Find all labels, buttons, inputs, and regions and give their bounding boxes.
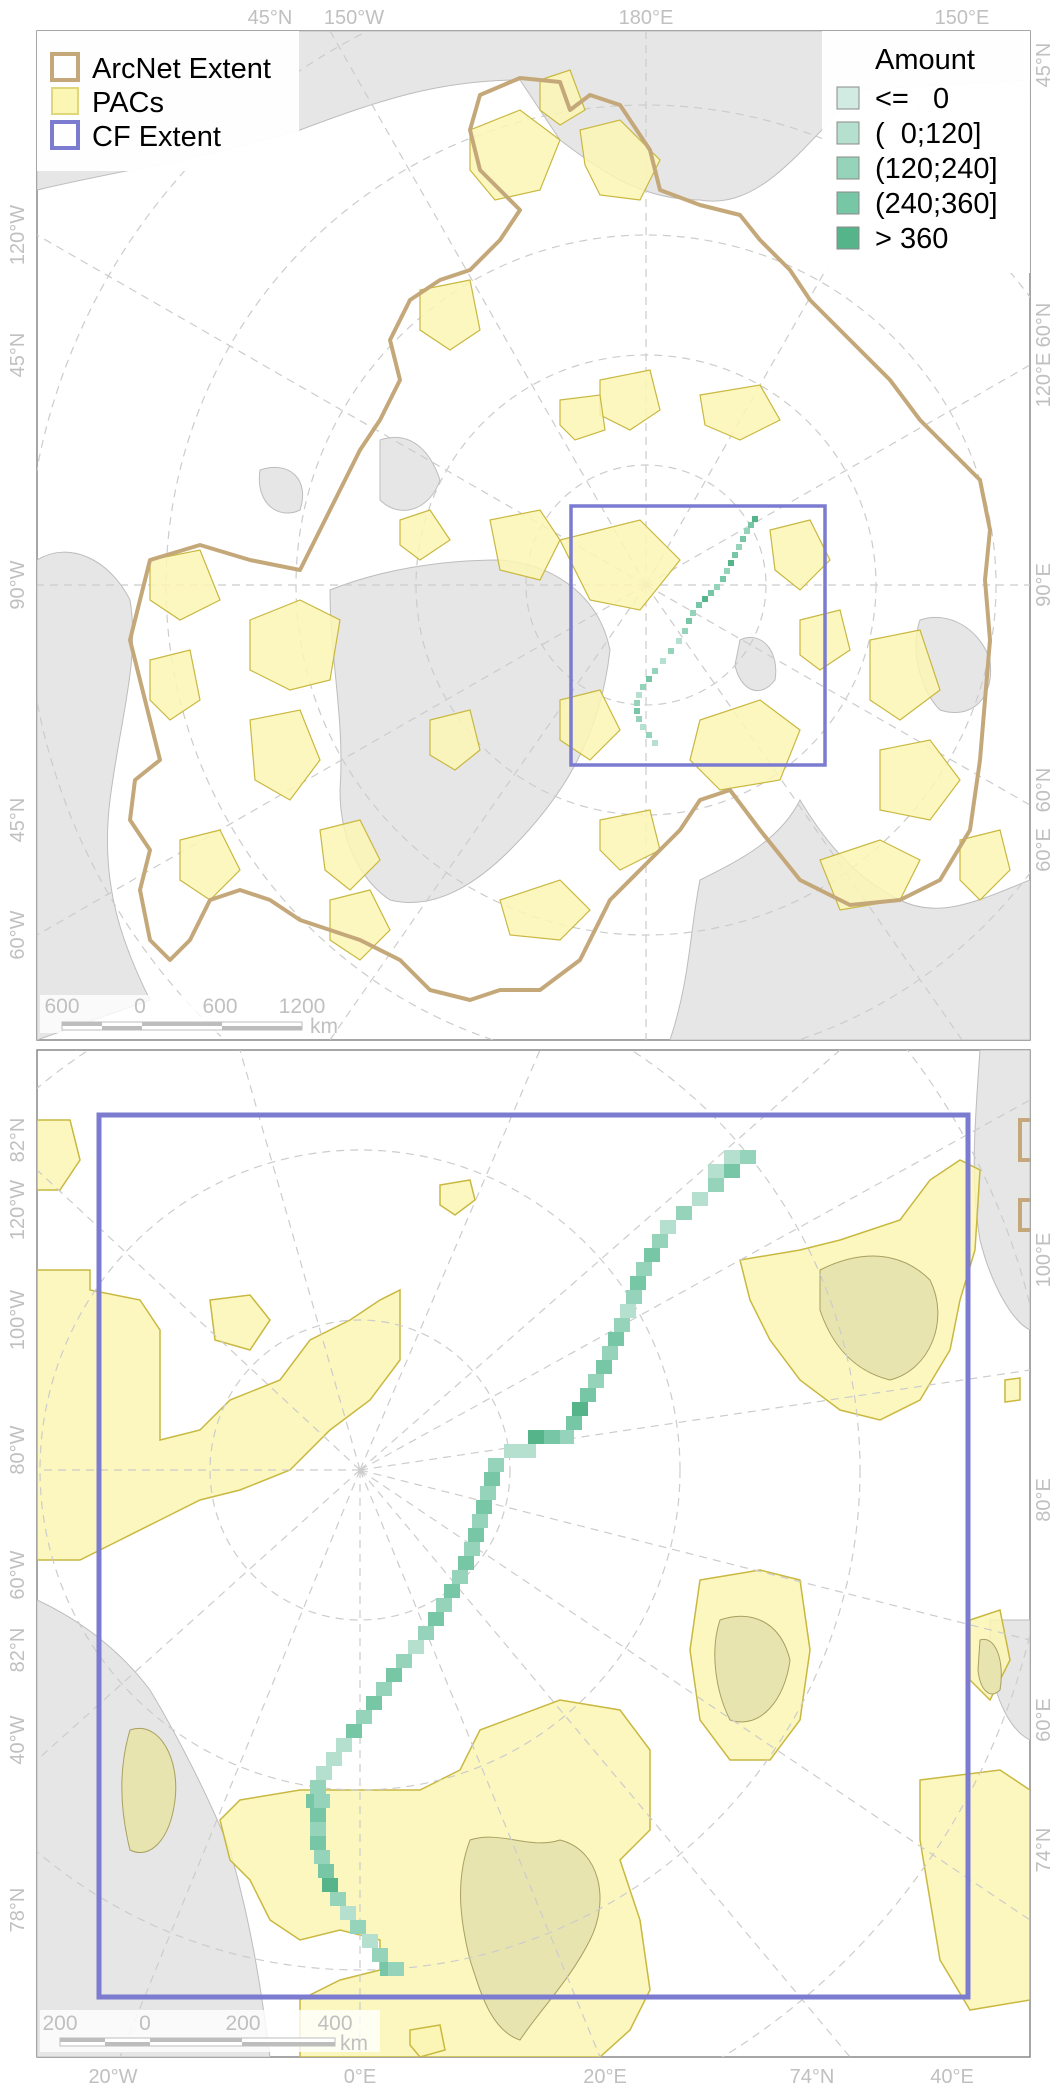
top-legend-bg (37, 31, 299, 171)
bottom-right-label-3: 74°N (1033, 1828, 1055, 1873)
bottom-label-2: 20°E (583, 2066, 627, 2088)
bottom-label-1: 0°E (344, 2066, 376, 2088)
bottom-right-label-2: 60°E (1033, 1698, 1055, 1742)
bottom-left-label-2: 100°W (7, 1290, 29, 1350)
amount-legend-title: Amount (875, 44, 975, 76)
bottom-left-label-0: 82°N (7, 1118, 29, 1163)
arcnet-key (50, 52, 80, 82)
top-cf-extent-box (569, 504, 827, 767)
top-right-label-2: 60°N (1033, 303, 1055, 348)
bottom-map-panel: 82°N 120°W 100°W 80°W 60°W 82°N 40°W 78°… (7, 1049, 1055, 2088)
top-right-label-4: 60°N (1033, 768, 1055, 813)
cf-key (50, 120, 80, 150)
bottom-label-3: 74°N (790, 2066, 835, 2088)
top-left-label-2: 90°W (7, 560, 29, 609)
amount-key-3 (836, 191, 860, 215)
top-pacs (149, 69, 1011, 961)
top-left-label-3: 45°N (7, 798, 29, 843)
bottom-scale-tick-0: 200 (42, 2012, 77, 2035)
amount-key-0 (836, 86, 860, 110)
bottom-scale-bar: 200 0 200 400 km (40, 2010, 380, 2055)
amount-key-1 (836, 121, 860, 145)
bottom-graticule (37, 1050, 1030, 2057)
bottom-cf-extent-box (96, 1112, 971, 2000)
top-label-2: 180°E (619, 7, 674, 29)
top-legend: ArcNet Extent PACs CF Extent (37, 31, 299, 171)
bottom-scale-tick-1: 0 (139, 2012, 151, 2035)
top-transect (634, 516, 758, 746)
amount-legend: Amount <= 0 ( 0;120] (120;240] (240;360]… (822, 31, 1030, 273)
bottom-left-label-1: 120°W (7, 1180, 29, 1240)
top-right-label-0: 45°N (1033, 43, 1055, 88)
top-left-label-1: 45°N (7, 333, 29, 378)
amount-label-4: > 360 (875, 223, 948, 255)
top-right-label-3: 90°E (1033, 563, 1055, 607)
bottom-label-0: 20°W (88, 2066, 137, 2088)
bottom-scale-unit: km (340, 2032, 368, 2055)
amount-label-3: (240;360] (875, 188, 998, 220)
bottom-right-label-1: 80°E (1033, 1478, 1055, 1522)
bottom-left-label-6: 40°W (7, 1715, 29, 1764)
top-right-label-1: 120°E (1033, 353, 1055, 408)
legend-cf-label: CF Extent (92, 121, 221, 153)
bottom-island-details (121, 1255, 1002, 2041)
arcnet-extent-outline (128, 76, 992, 1002)
top-scale-tick-2: 600 (202, 995, 237, 1018)
pacs-key (51, 87, 79, 115)
legend-arcnet-label: ArcNet Extent (92, 53, 271, 85)
legend-pacs-label: PACs (92, 87, 164, 119)
top-label-0: 45°N (248, 7, 293, 29)
bottom-left-label-3: 80°W (7, 1425, 29, 1474)
bottom-scale-tick-2: 200 (225, 2012, 260, 2035)
top-scale-tick-0: 600 (44, 995, 79, 1018)
top-label-1: 150°W (324, 7, 384, 29)
amount-key-4 (836, 226, 860, 250)
bottom-arcnet-fragment (1018, 1118, 1030, 1232)
bottom-left-label-7: 78°N (7, 1888, 29, 1933)
top-scale-tick-1: 0 (134, 995, 146, 1018)
amount-label-1: ( 0;120] (875, 118, 981, 150)
amount-label-0: <= 0 (875, 83, 949, 115)
bottom-scale-tick-3: 400 (317, 2012, 352, 2035)
amount-key-2 (836, 156, 860, 180)
bottom-label-4: 40°E (930, 2066, 974, 2088)
amount-label-2: (120;240] (875, 153, 998, 185)
top-left-label-0: 120°W (7, 205, 29, 265)
top-label-3: 150°E (935, 7, 990, 29)
top-right-label-5: 60°E (1033, 828, 1055, 872)
bottom-transect (306, 1150, 756, 1976)
top-left-label-4: 60°W (7, 910, 29, 959)
top-map-panel: 45°N 150°W 180°E 150°E 120°W 45°N 90°W 4… (7, 7, 1055, 1041)
bottom-left-label-5: 82°N (7, 1628, 29, 1673)
top-scale-bar: 600 0 600 1200 km (40, 995, 338, 1038)
top-scale-tick-3: 1200 (279, 995, 326, 1018)
top-scale-unit: km (310, 1015, 338, 1038)
bottom-left-label-4: 60°W (7, 1550, 29, 1599)
bottom-right-label-0: 100°E (1033, 1233, 1055, 1288)
